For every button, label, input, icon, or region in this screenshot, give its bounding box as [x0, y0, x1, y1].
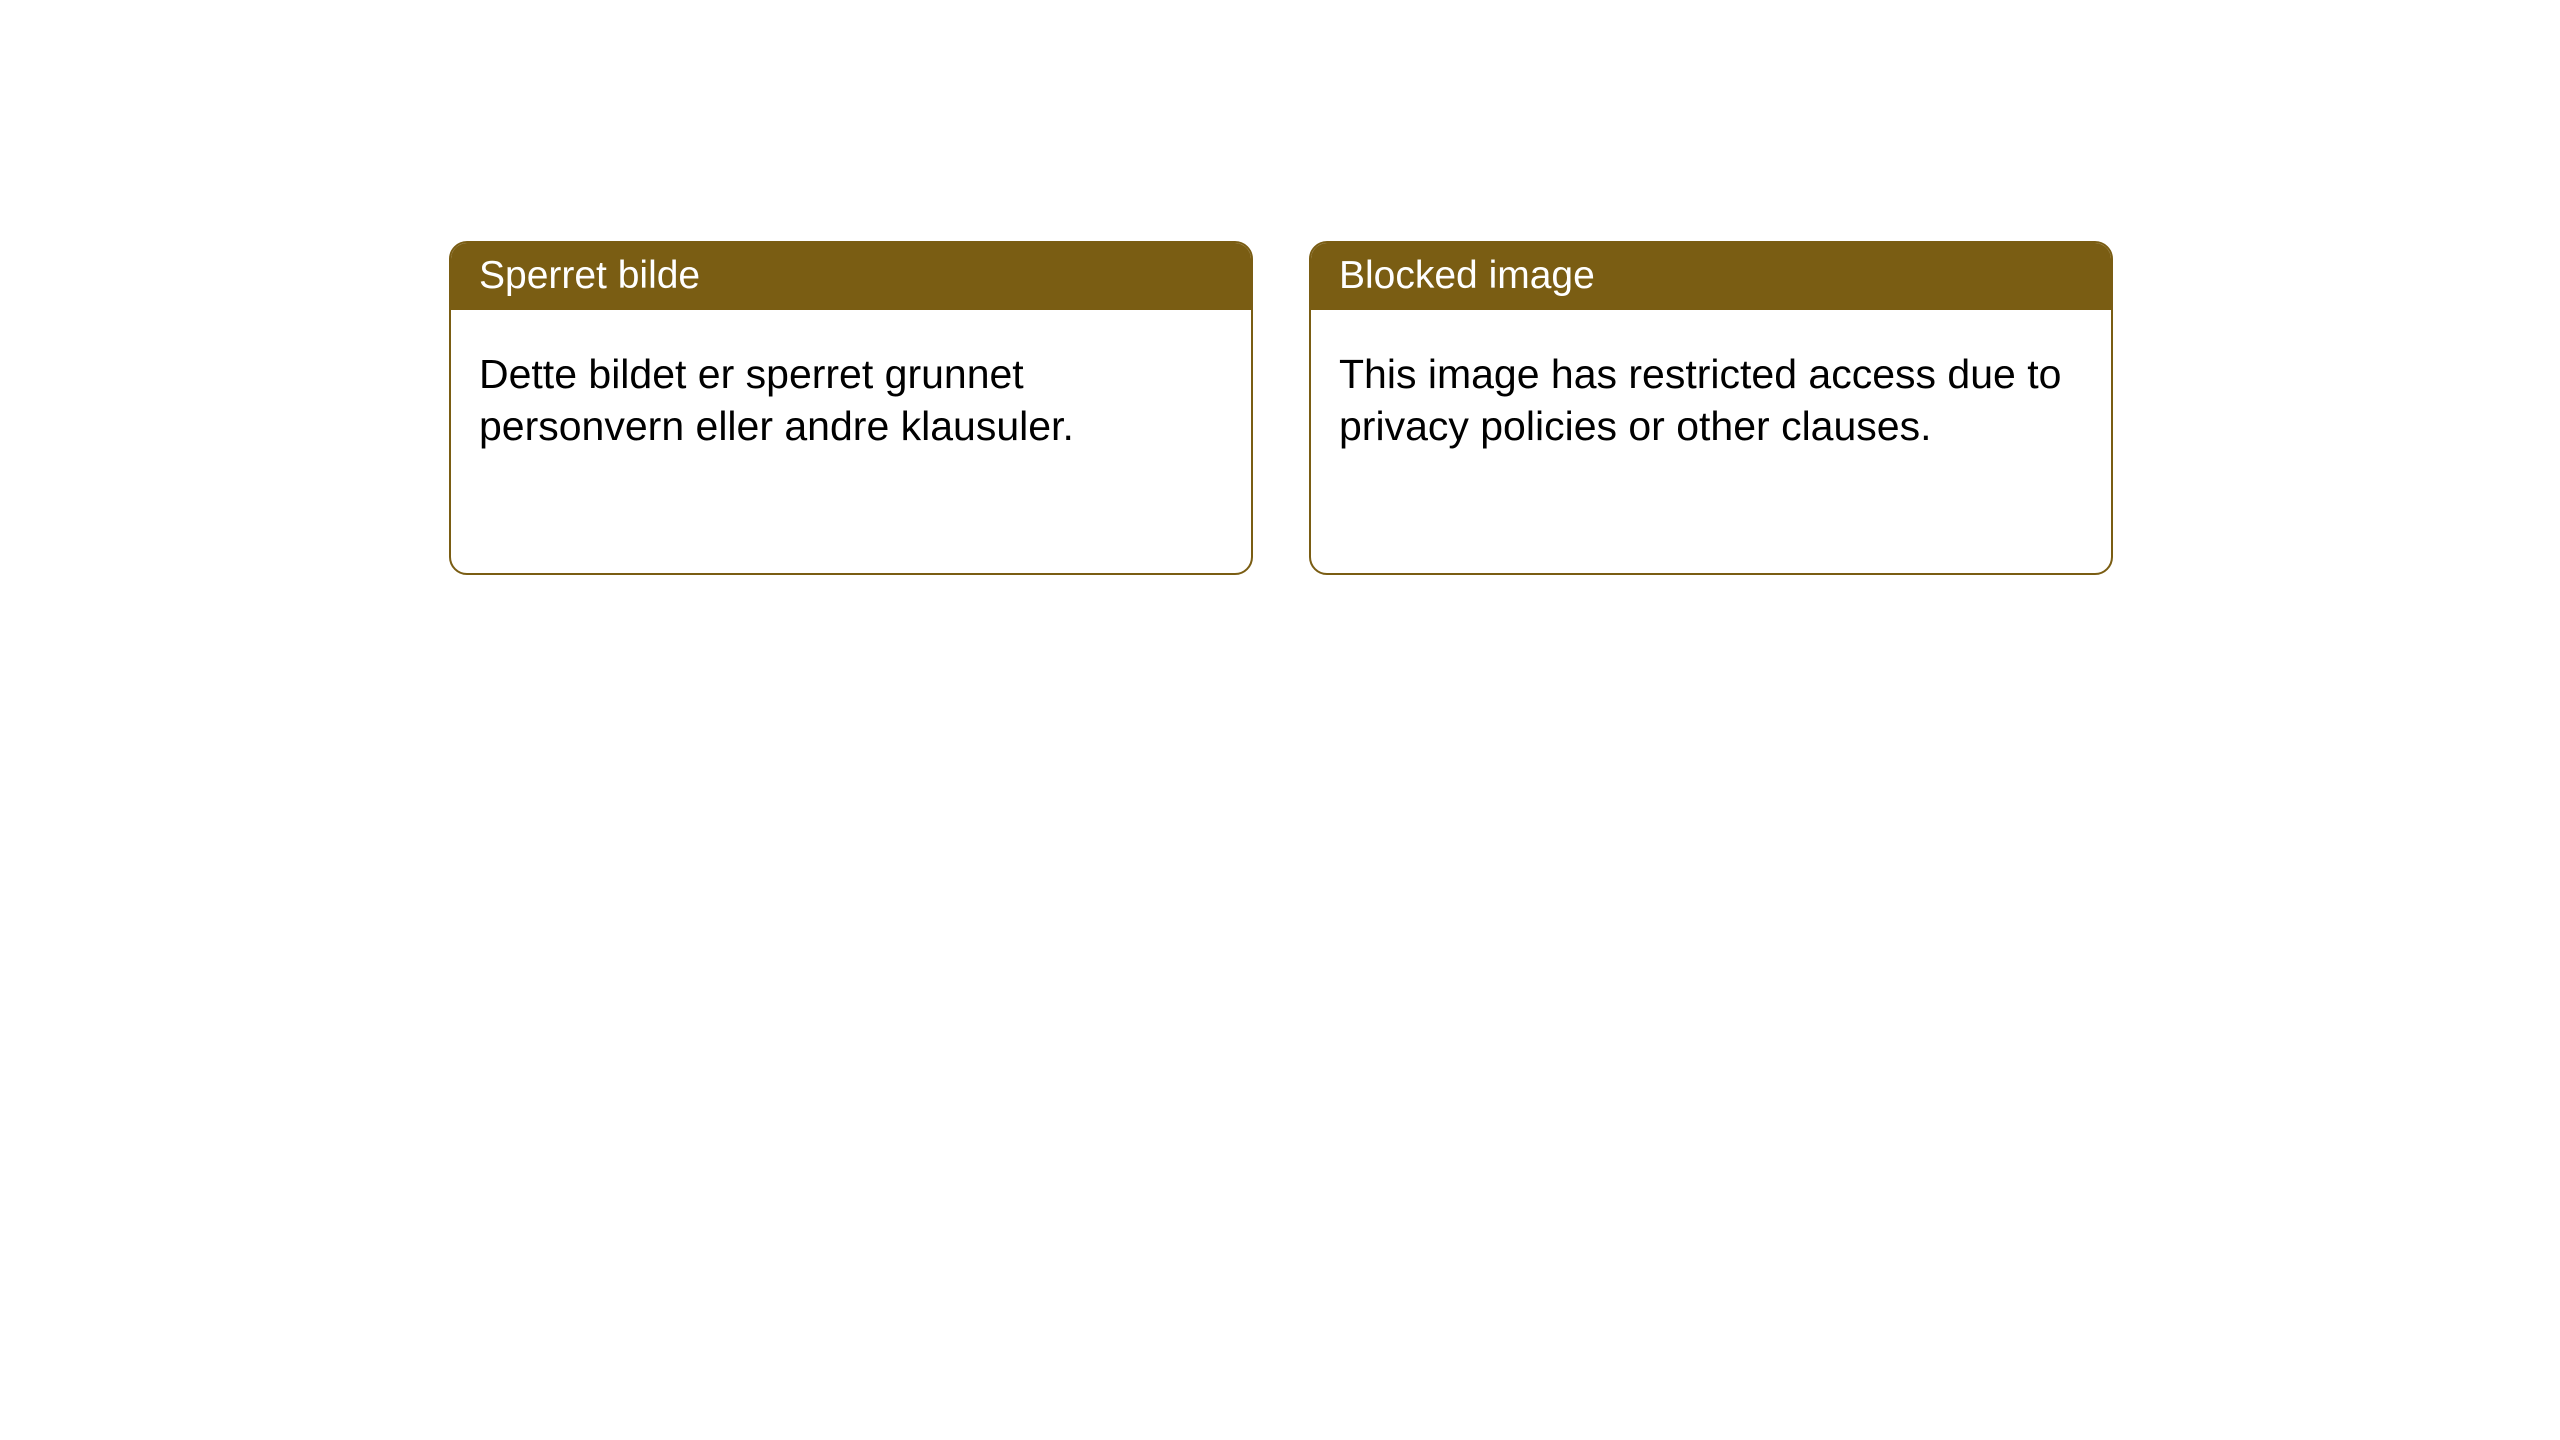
notice-message: This image has restricted access due to … [1339, 351, 2061, 449]
notice-container: Sperret bilde Dette bildet er sperret gr… [449, 241, 2113, 575]
notice-card-english: Blocked image This image has restricted … [1309, 241, 2113, 575]
notice-body: Dette bildet er sperret grunnet personve… [451, 310, 1251, 491]
notice-title: Sperret bilde [479, 254, 700, 297]
notice-header: Blocked image [1311, 243, 2111, 310]
notice-header: Sperret bilde [451, 243, 1251, 310]
notice-message: Dette bildet er sperret grunnet personve… [479, 351, 1074, 449]
notice-title: Blocked image [1339, 254, 1595, 297]
notice-body: This image has restricted access due to … [1311, 310, 2111, 491]
notice-card-norwegian: Sperret bilde Dette bildet er sperret gr… [449, 241, 1253, 575]
